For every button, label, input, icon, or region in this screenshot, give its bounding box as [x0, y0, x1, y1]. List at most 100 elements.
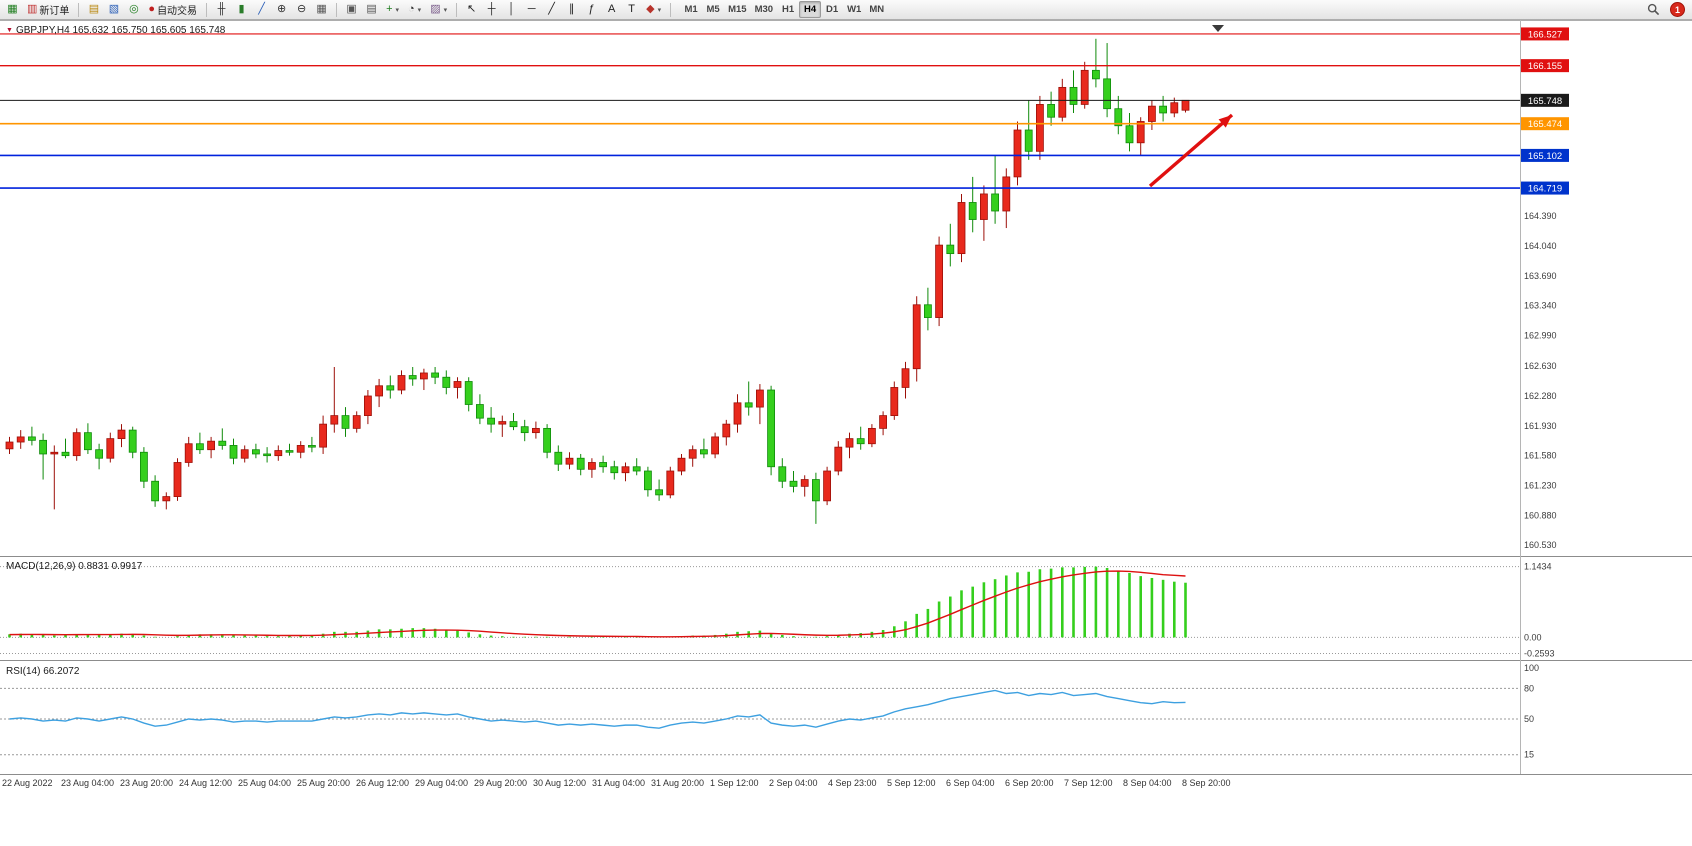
refresh-button[interactable]: ◎ [124, 1, 143, 18]
refresh-icon: ◎ [129, 3, 139, 15]
arrow-shapes-button[interactable]: ◆ ▾ [642, 1, 665, 18]
zoom-out-button[interactable]: ⊖ [292, 1, 311, 18]
fibonacci-button[interactable]: ƒ [582, 1, 601, 18]
svg-text:30 Aug 12:00: 30 Aug 12:00 [533, 778, 586, 788]
price-badge: 166.155 [1521, 59, 1569, 73]
periods-icon: ◔ [408, 3, 415, 15]
line-chart-icon: ╱ [258, 3, 265, 15]
candlestick-icon: ▮ [238, 3, 245, 15]
svg-text:80: 80 [1524, 683, 1534, 693]
svg-text:100: 100 [1524, 663, 1539, 673]
trendline-icon: ╱ [548, 3, 555, 15]
price-level-lines[interactable] [0, 33, 1520, 189]
channel-icon: ∥ [568, 3, 575, 15]
svg-text:7 Sep 12:00: 7 Sep 12:00 [1064, 778, 1113, 788]
text-icon: A [607, 3, 616, 15]
zoom-in-icon: ⊕ [276, 3, 287, 15]
notification-badge[interactable]: 1 [1670, 2, 1685, 17]
svg-text:160.880: 160.880 [1524, 510, 1557, 520]
arrow-shapes-icon: ◆ [646, 3, 655, 15]
toolbar-separator [336, 2, 338, 17]
tile-windows-icon: ▦ [316, 3, 327, 15]
autotrading-button[interactable]: ● 自动交易 [144, 1, 201, 18]
timeframe-mn-button[interactable]: MN [869, 4, 885, 15]
time-axis[interactable]: 22 Aug 2022 23 Aug 04:00 23 Aug 20:00 24 Au… [2, 778, 1231, 788]
templates-button[interactable]: ▨ ▾ [426, 1, 451, 18]
crosshair-icon: ┼ [487, 3, 496, 15]
text-label-button[interactable]: T [622, 1, 641, 18]
svg-text:1 Sep 12:00: 1 Sep 12:00 [710, 778, 759, 788]
price-badge: 164.719 [1521, 181, 1569, 195]
notification-count: 1 [1674, 4, 1680, 15]
svg-text:162.280: 162.280 [1524, 391, 1557, 401]
svg-text:4 Sep 23:00: 4 Sep 23:00 [828, 778, 877, 788]
svg-text:8 Sep 04:00: 8 Sep 04:00 [1123, 778, 1172, 788]
line-chart-button[interactable]: ╱ [252, 1, 271, 18]
main-toolbar: ▦ ▥ 新订单 ▤ ▧ ◎ ● 自动交易 ╫ ▮ ╱ ⊕ ⊖ ▦ ▣ ▤ + ▾ ◔ ▾ ▨ ▾ ↖ ┼ │ ─ ╱ ∥ ƒ A T ◆ ▾ M… [0, 0, 1692, 20]
timeframe-w1-button[interactable]: W1 [847, 4, 862, 15]
trendline-button[interactable]: ╱ [542, 1, 561, 18]
svg-text:5 Sep 12:00: 5 Sep 12:00 [887, 778, 936, 788]
zoom-out-icon: ⊖ [296, 3, 307, 15]
chart-shift-marker[interactable] [1212, 25, 1224, 32]
svg-text:163.690: 163.690 [1524, 271, 1557, 281]
auto-arrange-button[interactable]: ▣ [342, 1, 361, 18]
svg-text:-0.2593: -0.2593 [1524, 648, 1555, 658]
indicators-button[interactable]: + ▾ [382, 1, 403, 18]
text-button[interactable]: A [602, 1, 621, 18]
svg-text:162.990: 162.990 [1524, 330, 1557, 340]
svg-text:29 Aug 20:00: 29 Aug 20:00 [474, 778, 527, 788]
vertical-line-icon: │ [508, 3, 516, 15]
svg-text:8 Sep 20:00: 8 Sep 20:00 [1182, 778, 1231, 788]
grid-button[interactable]: ▤ [362, 1, 381, 18]
svg-text:161.230: 161.230 [1524, 481, 1557, 491]
new-order-button-label: 新订单 [39, 6, 70, 17]
chart-window: 164.390 164.040 163.690 163.340 162.990 162.6… [0, 20, 1692, 846]
tile-windows-button[interactable]: ▦ [312, 1, 331, 18]
timeframe-m30-button[interactable]: M30 [754, 4, 774, 15]
timeframe-h4-button[interactable]: H4 [799, 1, 822, 18]
svg-text:163.340: 163.340 [1524, 301, 1557, 311]
horizontal-line-button[interactable]: ─ [522, 1, 541, 18]
toolbar-right-group: 1 [1643, 1, 1689, 18]
macd-pane [0, 566, 1520, 654]
zoom-in-button[interactable]: ⊕ [272, 1, 291, 18]
market-watch-button[interactable]: ▧ [104, 1, 123, 18]
svg-text:25 Aug 20:00: 25 Aug 20:00 [297, 778, 350, 788]
chart-plus-icon: ▦ [7, 3, 18, 15]
crosshair-button[interactable]: ┼ [482, 1, 501, 18]
chart-canvas[interactable]: 164.390 164.040 163.690 163.340 162.990 162.6… [0, 20, 1692, 846]
bar-chart-button[interactable]: ╫ [212, 1, 231, 18]
search-button[interactable] [1643, 1, 1664, 18]
trend-arrow[interactable] [1148, 113, 1234, 188]
candlestick-button[interactable]: ▮ [232, 1, 251, 18]
cursor-button[interactable]: ↖ [462, 1, 481, 18]
toolbar-separator [78, 2, 80, 17]
price-badge: 165.748 [1521, 93, 1569, 107]
timeframe-m15-button[interactable]: M15 [728, 4, 747, 15]
price-axis[interactable]: 164.390 164.040 163.690 163.340 162.990 162.6… [1521, 27, 1569, 760]
price-badge: 166.527 [1521, 27, 1569, 41]
svg-text:24 Aug 12:00: 24 Aug 12:00 [179, 778, 232, 788]
timeframe-m1-button[interactable]: M1 [684, 4, 698, 15]
indicators-icon: + [386, 3, 393, 15]
bar-chart-icon: ╫ [217, 3, 226, 15]
timeframe-d1-button[interactable]: D1 [825, 4, 839, 15]
timeframe-m5-button[interactable]: M5 [706, 4, 720, 15]
autotrading-icon: ● [148, 3, 156, 15]
vertical-line-button[interactable]: │ [502, 1, 521, 18]
new-chart-button[interactable]: ▦ [3, 1, 22, 18]
svg-text:31 Aug 20:00: 31 Aug 20:00 [651, 778, 704, 788]
channel-button[interactable]: ∥ [562, 1, 581, 18]
new-order-button[interactable]: ▥ 新订单 [23, 1, 73, 18]
svg-text:166.527: 166.527 [1528, 29, 1562, 40]
candlesticks [5, 38, 1190, 524]
svg-text:2 Sep 04:00: 2 Sep 04:00 [769, 778, 818, 788]
rsi-pane [0, 687, 1520, 756]
svg-text:164.719: 164.719 [1528, 184, 1562, 195]
panel-separators [0, 20, 1692, 775]
profiles-button[interactable]: ▤ [84, 1, 103, 18]
timeframe-h1-button[interactable]: H1 [781, 4, 795, 15]
svg-text:166.155: 166.155 [1528, 61, 1562, 72]
periods-button[interactable]: ◔ ▾ [404, 1, 425, 18]
